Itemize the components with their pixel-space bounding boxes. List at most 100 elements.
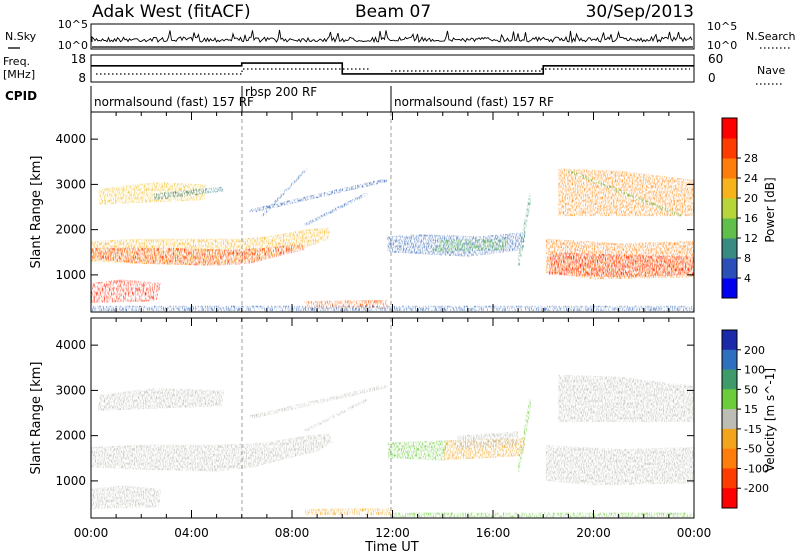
cpid-segment-3: normalsound (fast) 157 RF (394, 95, 554, 109)
freq-left-tick-bottom: 8 (78, 71, 86, 85)
vel-streak-vertical (516, 399, 533, 473)
power-region-upper (98, 182, 207, 205)
vel-region-upper (98, 388, 225, 411)
velocity-colorbar-tick-label: 15 (744, 403, 758, 416)
freq-label-line2: [MHz] (3, 68, 35, 81)
date-title: 30/Sep/2013 (586, 2, 694, 22)
vel-region-gray (91, 433, 333, 472)
power-streak-2 (303, 192, 369, 227)
velocity-ylabel: Slant Range [km] (29, 362, 44, 475)
power-colorbar-swatch (722, 138, 737, 159)
vel-region-low-gray (91, 485, 162, 509)
cpid-segment-2: rbsp 200 RF (245, 85, 317, 99)
power-region-low-red (91, 279, 162, 303)
vel-streak-1 (248, 383, 388, 420)
nave-label: Nave (757, 64, 785, 77)
velocity-colorbar-swatch (722, 448, 737, 469)
velocity-colorbar-swatch (722, 409, 737, 430)
velocity-colorbar-swatch (722, 428, 737, 450)
velocity-colorbar-label: Velocity [m s^-1] (763, 368, 777, 472)
beam-title: Beam 07 (355, 2, 431, 22)
cpid-row: CPID normalsound (fast) 157 RF rbsp 200 … (5, 85, 554, 112)
noise-left-tick-bottom: 10^0 (58, 39, 88, 52)
power-colorbar: 4 8 12 16 20 24 28 Power [dB] (721, 117, 777, 299)
power-colorbar-swatch (722, 158, 737, 179)
velocity-colorbar-tick-label: -200 (744, 482, 769, 495)
noise-right-tick-bottom: 10^0 (707, 39, 737, 52)
xaxis-label: Time UT (364, 540, 418, 554)
xtick-label: 16:00 (476, 526, 511, 540)
noise-left-label: N.Sky (5, 30, 37, 43)
velocity-heatmap (91, 374, 694, 518)
noise-sky-trace (91, 29, 693, 48)
velocity-colorbar-tick-label: -15 (744, 423, 762, 436)
station-title: Adak West (fitACF) (92, 2, 251, 22)
xtick-label: 12:00 (375, 526, 410, 540)
cpid-label: CPID (5, 89, 37, 103)
velocity-colorbar-swatch (722, 369, 737, 390)
freq-panel: Freq. [MHz] 18 8 60 0 Nave (3, 52, 785, 85)
velocity-colorbar-tick-label: 100 (744, 364, 765, 377)
power-colorbar-tick-label: 12 (744, 232, 758, 245)
power-colorbar-swatch (722, 238, 737, 259)
power-colorbar-tick-label: 28 (744, 152, 758, 165)
power-colorbar-swatch (722, 198, 737, 219)
nave-trace (96, 68, 690, 75)
power-colorbar-swatch (722, 278, 737, 299)
velocity-colorbar-swatch (722, 468, 737, 489)
velocity-ytick-label: 2000 (55, 429, 86, 443)
power-region-red (91, 243, 305, 266)
vel-region-eve-upper (558, 374, 694, 423)
velocity-colorbar-tick-label: 50 (744, 383, 758, 396)
noise-line (91, 29, 693, 44)
power-ytick-label: 4000 (55, 132, 86, 146)
cpid-segment-1: normalsound (fast) 157 RF (94, 95, 254, 109)
power-colorbar-tick-label: 4 (744, 272, 751, 285)
power-region-mid-green (430, 238, 509, 253)
power-colorbar-tick-label: 8 (744, 252, 751, 265)
power-colorbar-tick-label: 16 (744, 212, 758, 225)
power-ytick-label: 2000 (55, 223, 86, 237)
power-ylabel: Slant Range [km] (29, 156, 44, 269)
nave-right-tick-top: 60 (708, 52, 723, 66)
velocity-ytick-label: 3000 (55, 383, 86, 397)
velocity-colorbar-swatch (722, 389, 737, 410)
velocity-colorbar: 200 100 50 15 -15 -50 -100 -200 Velocity [m s^-… (721, 329, 777, 509)
vel-region-green (387, 440, 448, 461)
xtick-label: 00:00 (677, 526, 712, 540)
power-streak-vertical (516, 193, 533, 267)
xtick-label: 08:00 (275, 526, 310, 540)
freq-trace (91, 62, 694, 75)
xtick-label: 00:00 (74, 526, 109, 540)
power-ytick-label: 3000 (55, 177, 86, 191)
power-colorbar-label: Power [dB] (763, 177, 777, 242)
power-colorbar-swatch (722, 118, 737, 139)
power-colorbar-tick-label: 20 (744, 192, 758, 205)
power-panel: 1000 2000 3000 4000 Slant Range [km] (29, 111, 695, 313)
velocity-colorbar-tick-label: -50 (744, 443, 762, 456)
velocity-colorbar-swatch (722, 349, 737, 371)
vel-region-ground (304, 508, 393, 516)
noise-right-tick-top: 10^5 (707, 20, 737, 33)
noise-right-label: N.Search (746, 30, 796, 43)
vel-region-mid-gray (455, 431, 519, 450)
power-ytick-label: 1000 (55, 268, 86, 282)
velocity-colorbar-tick-label: -100 (744, 462, 769, 475)
velocity-colorbar-swatch (722, 488, 737, 509)
power-region-upper-green (153, 186, 225, 201)
power-colorbar-swatch (722, 258, 737, 279)
noise-panel: N.Sky 10^5 10^0 10^5 10^0 N.Search (5, 18, 796, 52)
vel-region-eve (545, 444, 694, 486)
velocity-colorbar-tick-label: 200 (744, 344, 765, 357)
power-streak-3 (260, 167, 308, 217)
xtick-label: 04:00 (174, 526, 209, 540)
velocity-colorbar-swatch (722, 330, 737, 351)
power-streak-eve-1 (567, 169, 682, 218)
power-colorbar-swatch (722, 218, 737, 239)
power-region-eve-red (548, 252, 694, 278)
xtick-label: 20:00 (576, 526, 611, 540)
time-axis-ticks: 00:00 04:00 08:00 12:00 16:00 20:00 00:00 (74, 526, 712, 540)
velocity-ytick-label: 4000 (55, 338, 86, 352)
freq-left-tick-top: 18 (71, 52, 86, 66)
